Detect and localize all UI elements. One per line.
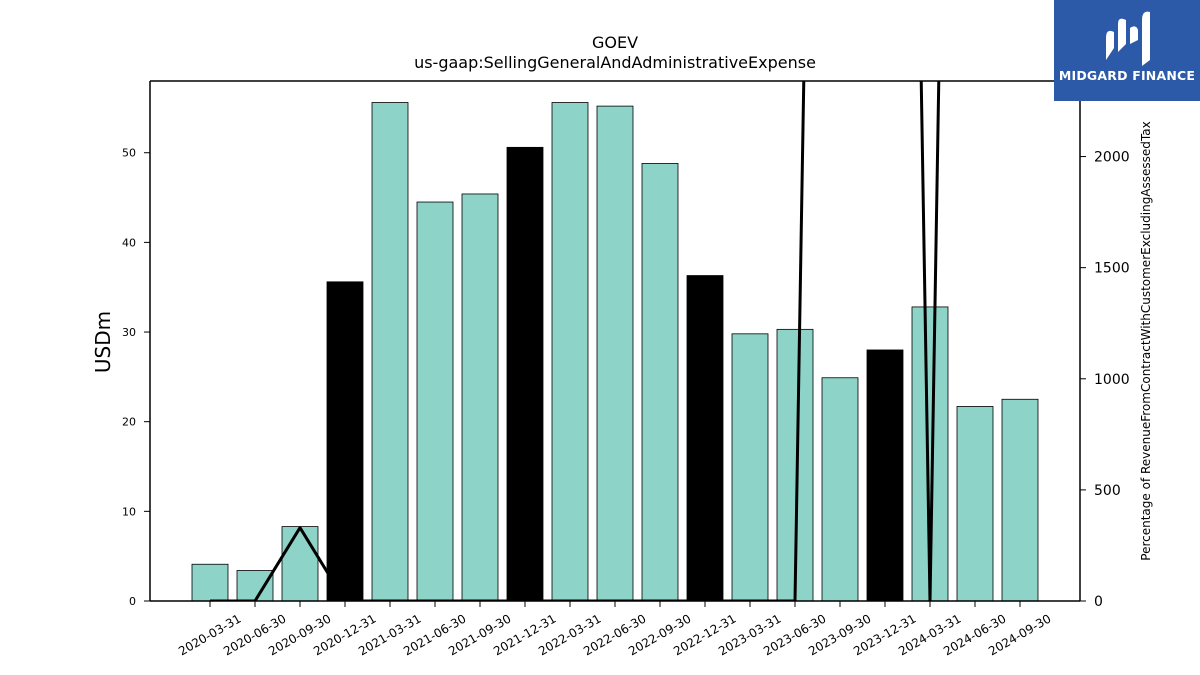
y-tick-label: 10 bbox=[122, 505, 136, 518]
bars-group bbox=[191, 102, 1039, 602]
bar-2021-12-31 bbox=[506, 146, 544, 602]
bar-2020-12-31 bbox=[326, 281, 364, 602]
bar-2020-06-30 bbox=[236, 570, 274, 602]
bar-2020-09-30 bbox=[281, 526, 319, 602]
logo-mark-icon bbox=[1106, 11, 1150, 66]
bar-2022-09-30 bbox=[641, 163, 679, 602]
y2-tick-label: 2000 bbox=[1094, 150, 1130, 166]
bar-2023-09-30 bbox=[821, 377, 859, 602]
y-tick-label: 40 bbox=[122, 236, 136, 249]
bar-2021-03-31 bbox=[371, 102, 409, 602]
y2-axis-label: Percentage of RevenueFromContractWithCus… bbox=[1139, 121, 1153, 560]
midgard-finance-logo: MIDGARD FINANCE bbox=[1054, 0, 1200, 101]
bar-2024-09-30 bbox=[1001, 398, 1039, 602]
y2-tick-label: 500 bbox=[1094, 483, 1121, 499]
bar-2021-09-30 bbox=[461, 193, 499, 602]
bar-2020-03-31 bbox=[191, 563, 229, 602]
logo-text: MIDGARD FINANCE bbox=[1058, 68, 1196, 83]
y2-tick-label: 1500 bbox=[1094, 261, 1130, 277]
chart-title: GOEV bbox=[592, 33, 638, 52]
bar-2023-12-31 bbox=[866, 349, 904, 602]
bar-2022-03-31 bbox=[551, 102, 589, 602]
bar-2024-06-30 bbox=[956, 406, 994, 602]
y2-tick-label: 0 bbox=[1094, 594, 1103, 610]
y-tick-label: 0 bbox=[129, 595, 136, 608]
y-tick-label: 20 bbox=[122, 416, 136, 429]
y-tick-label: 50 bbox=[122, 147, 136, 160]
y-tick-label: 30 bbox=[122, 326, 136, 339]
bar-2023-03-31 bbox=[731, 333, 769, 602]
bar-2022-12-31 bbox=[686, 275, 724, 602]
bar-2022-06-30 bbox=[596, 105, 634, 602]
bar-2021-06-30 bbox=[416, 201, 454, 602]
y2-tick-label: 1000 bbox=[1094, 372, 1130, 388]
chart-subtitle: us-gaap:SellingGeneralAndAdministrativeE… bbox=[414, 53, 816, 72]
y-axis-label: USDm bbox=[91, 311, 115, 373]
